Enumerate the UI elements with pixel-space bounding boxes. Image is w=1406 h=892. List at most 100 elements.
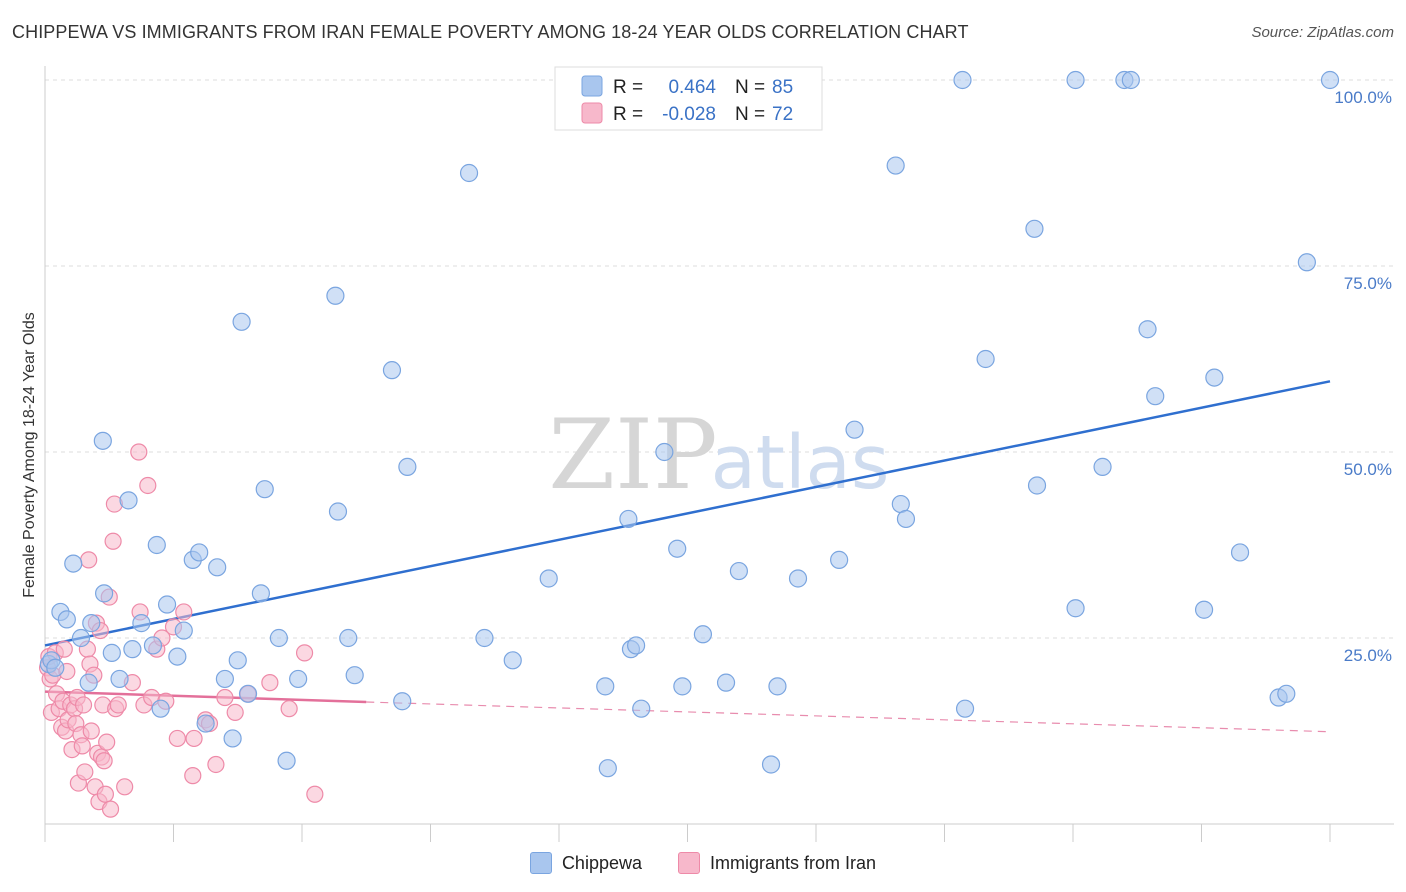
chippewa-point-76 <box>1121 70 1140 90</box>
iran-point-38 <box>98 733 116 751</box>
chart-title: CHIPPEWA VS IMMIGRANTS FROM IRAN FEMALE … <box>12 22 969 42</box>
iran-point-22 <box>74 696 93 714</box>
legend-swatch-iran <box>581 102 603 124</box>
chippewa-point-53 <box>655 442 674 462</box>
chippewa-point-13 <box>119 491 138 510</box>
chippewa-point-23 <box>190 543 209 562</box>
chippewa-point-48 <box>598 759 617 778</box>
legend-r-label-1: R = <box>613 77 643 98</box>
chippewa-point-42 <box>398 457 417 476</box>
chippewa-point-45 <box>503 651 522 670</box>
legend-n-label-2: N = <box>735 104 765 125</box>
iran-point-25 <box>80 551 98 569</box>
chippewa-point-27 <box>223 729 242 748</box>
chippewa-point-64 <box>886 156 905 175</box>
chippewa-point-56 <box>693 625 713 644</box>
chippewa-point-51 <box>626 636 646 655</box>
y-tick-label-2: 75.0% <box>1344 274 1392 293</box>
iran-point-40 <box>101 800 120 818</box>
iran-point-66 <box>261 674 279 692</box>
chippewa-point-84 <box>1297 253 1316 272</box>
chippewa-point-72 <box>1066 70 1085 90</box>
chippewa-point-47 <box>596 677 615 696</box>
chippewa-point-7 <box>79 673 98 692</box>
chippewa-point-77 <box>1138 320 1157 339</box>
chippewa-point-63 <box>845 420 864 439</box>
iran-point-27 <box>82 722 100 740</box>
iran-point-69 <box>306 785 324 803</box>
chippewa-point-33 <box>269 628 288 648</box>
chippewa-point-10 <box>95 584 114 603</box>
bottom-legend: Chippewa Immigrants from Iran <box>0 852 1406 874</box>
iran-point-59 <box>185 729 203 748</box>
chippewa-point-12 <box>110 669 129 689</box>
chippewa-point-5 <box>64 554 83 573</box>
chippewa-point-20 <box>168 647 187 666</box>
iran-point-64 <box>226 703 244 722</box>
chippewa-point-79 <box>1194 600 1214 619</box>
legend-r-label-2: R = <box>613 104 643 125</box>
iran-point-36 <box>95 752 113 770</box>
chippewa-point-66 <box>896 509 916 529</box>
bottom-legend-label-iran: Immigrants from Iran <box>710 852 877 873</box>
chippewa-point-59 <box>761 755 781 774</box>
iran-point-44 <box>109 696 127 714</box>
iran-point-21 <box>73 737 91 755</box>
chippewa-point-83 <box>1277 684 1296 703</box>
chippewa-point-28 <box>228 651 247 670</box>
legend-swatch-chippewa <box>581 75 603 97</box>
bottom-legend-item-iran: Immigrants from Iran <box>678 852 876 874</box>
legend-n-value-1: 85 <box>772 77 793 98</box>
iran-point-62 <box>207 755 225 774</box>
axes <box>44 66 1394 842</box>
chippewa-point-61 <box>788 569 808 588</box>
bottom-legend-label-chippewa: Chippewa <box>561 852 642 873</box>
iran-point-37 <box>96 785 114 803</box>
chippewa-point-6 <box>71 628 91 648</box>
chippewa-point-14 <box>123 640 142 659</box>
series-chippewa <box>39 70 1340 778</box>
chippewa-point-62 <box>830 550 849 569</box>
iran-point-50 <box>139 476 157 495</box>
watermark-zip: ZIP <box>548 399 717 511</box>
chippewa-point-46 <box>539 569 558 588</box>
trend-line-iran-extension <box>366 701 1331 733</box>
chippewa-point-32 <box>255 480 274 499</box>
chippewa-point-38 <box>339 628 358 648</box>
chippewa-point-24 <box>196 714 215 733</box>
chippewa-point-55 <box>673 677 692 696</box>
y-tick-label-3: 100.0% <box>1334 88 1392 107</box>
chippewa-point-70 <box>1025 219 1044 238</box>
chippewa-point-21 <box>174 621 193 640</box>
iran-point-41 <box>104 532 122 550</box>
chippewa-point-35 <box>289 669 308 689</box>
chippewa-point-57 <box>716 673 736 692</box>
chippewa-point-40 <box>382 361 402 380</box>
chippewa-point-31 <box>251 584 270 603</box>
chippewa-point-4 <box>57 610 76 629</box>
chippewa-point-2 <box>46 658 65 677</box>
iran-point-68 <box>295 644 314 662</box>
chippewa-point-43 <box>459 163 479 183</box>
iran-point-57 <box>175 603 193 621</box>
chippewa-point-67 <box>953 70 972 90</box>
chippewa-point-16 <box>143 636 163 655</box>
chippewa-point-69 <box>976 349 995 369</box>
chippewa-point-71 <box>1027 476 1047 495</box>
y-tick-label-0: 25.0% <box>1344 646 1392 665</box>
iran-point-67 <box>280 700 298 718</box>
chippewa-point-18 <box>151 699 170 718</box>
iran-point-56 <box>168 729 186 748</box>
bottom-legend-item-chippewa: Chippewa <box>529 852 642 874</box>
chippewa-point-44 <box>475 628 494 648</box>
iran-point-47 <box>130 443 148 461</box>
chippewa-point-74 <box>1093 457 1112 476</box>
chippewa-point-49 <box>619 509 638 529</box>
chippewa-point-11 <box>102 643 121 662</box>
chippewa-point-80 <box>1205 368 1224 387</box>
legend-r-value-1: 0.464 <box>668 77 716 98</box>
legend-r-value-2: -0.028 <box>662 104 716 125</box>
chippewa-point-17 <box>147 535 166 555</box>
legend-n-label-1: N = <box>735 77 765 98</box>
legend-n-value-2: 72 <box>772 104 793 125</box>
